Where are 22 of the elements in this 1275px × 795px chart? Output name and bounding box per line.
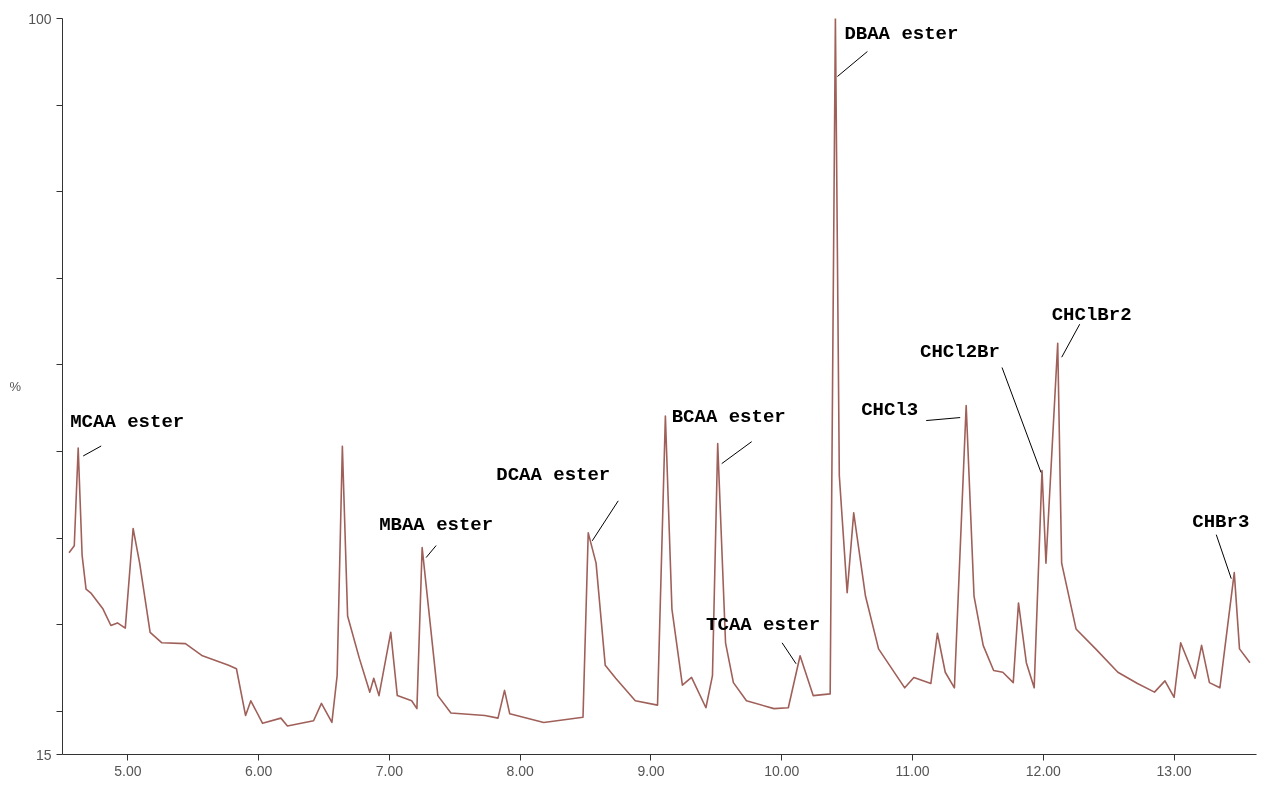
- annotation: CHBr3: [1192, 510, 1250, 533]
- x-tick-label: 13.00: [1156, 762, 1192, 779]
- annotation: BCAA ester: [671, 405, 786, 428]
- x-tick-label: 10.00: [764, 762, 800, 779]
- x-tick-label: 5.00: [114, 762, 142, 779]
- y-tick-label: 15: [35, 746, 52, 763]
- annotation: CHClBr2: [1051, 304, 1132, 327]
- x-tick-label: 12.00: [1025, 762, 1062, 779]
- y-axis-title: %: [9, 379, 22, 394]
- annotation: DBAA ester: [844, 22, 959, 45]
- annotation: CHCl2Br: [920, 341, 1000, 364]
- annotation: DCAA ester: [496, 463, 611, 486]
- line-series: [68, 18, 1251, 727]
- x-tick-label: 8.00: [506, 762, 535, 779]
- x-tick-label: 11.00: [895, 762, 930, 779]
- annotation: MBAA ester: [379, 513, 494, 536]
- annotation: MCAA ester: [70, 410, 185, 433]
- x-tick-label: 9.00: [637, 762, 665, 779]
- x-tick-label: 6.00: [245, 762, 273, 779]
- x-tick-label: 7.00: [375, 762, 404, 779]
- y-tick-label: 100: [28, 10, 52, 27]
- annotation: CHCl3: [861, 398, 919, 421]
